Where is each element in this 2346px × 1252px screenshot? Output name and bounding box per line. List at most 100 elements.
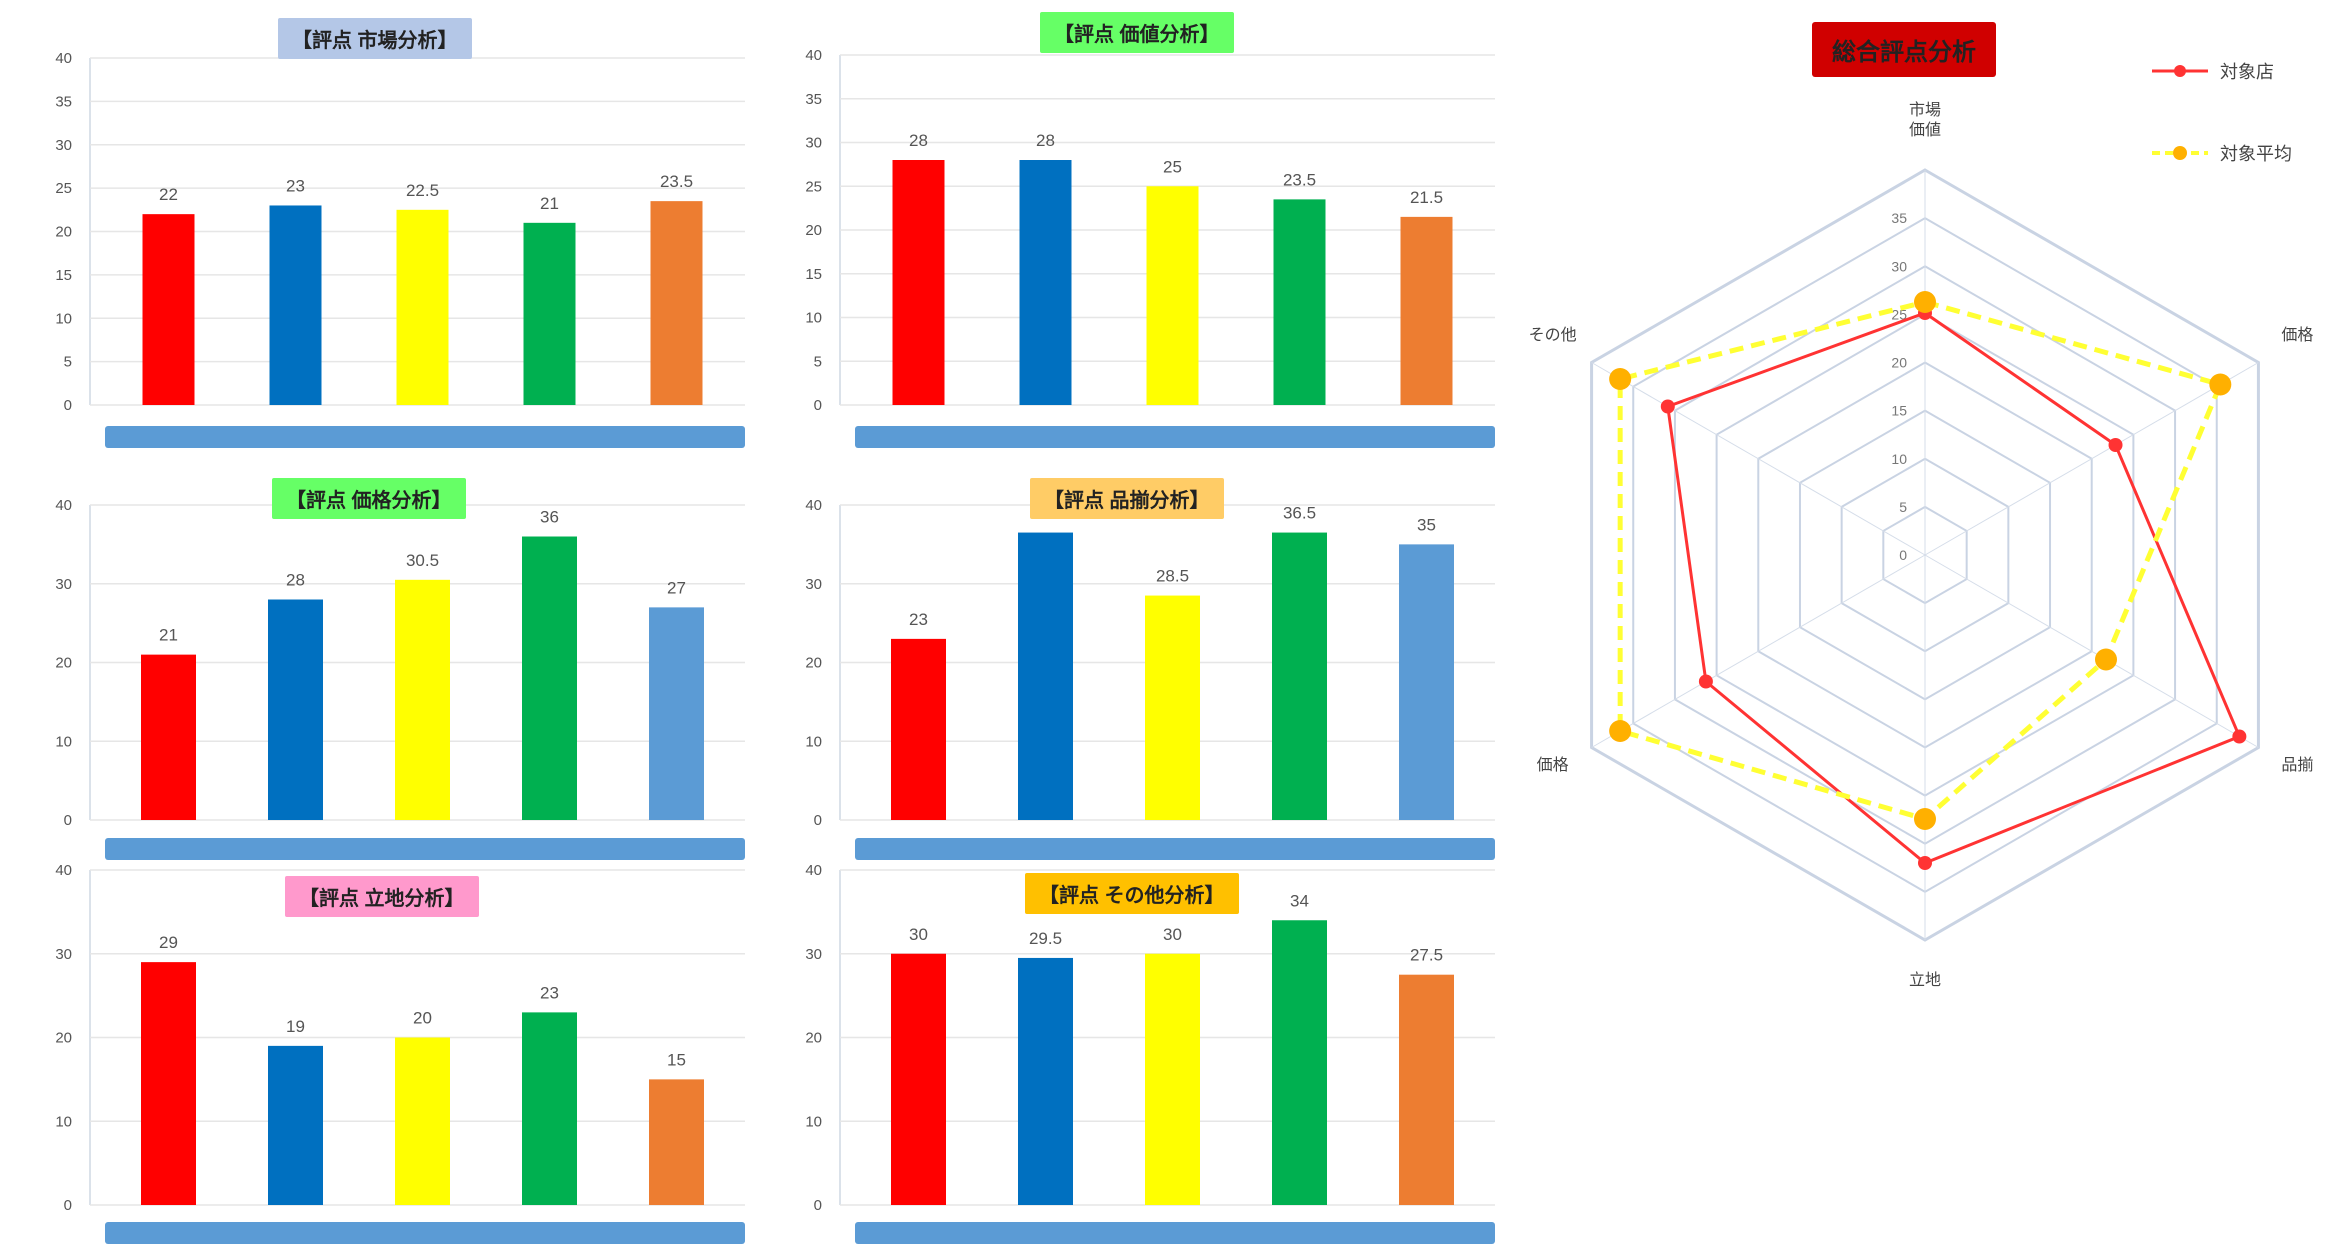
y-tick-label: 40 [55,497,72,514]
y-tick-label: 30 [55,137,72,154]
y-tick-label: 20 [55,655,72,672]
y-tick-label: 40 [55,50,72,67]
radar-series-line [1666,311,2242,865]
data-label: 21.5 [1410,188,1443,207]
bar [395,1037,450,1205]
chart-title-value: 【評点 価値分析】 [1040,12,1234,53]
category-axis-band [855,426,1495,448]
data-label: 20 [413,1009,432,1028]
radar-axis-label: その他 [1529,326,1577,344]
plot-area: 0 10 20 30 40 29 19 20 23 15 [55,862,745,1214]
radar-chart: 0 5 10 15 20 25 30 35 市場価値 価格 品揃 立地 価格 その他 [1520,0,2346,1000]
radar-spoke [1924,554,2259,748]
data-label: 28 [909,131,928,150]
y-tick-label: 15 [55,267,72,284]
radar-axis-label: 価格 [2281,326,2313,344]
chart-title-location: 【評点 立地分析】 [285,876,479,917]
radar-point [1609,368,1632,390]
radar-axis-label: 立地 [1909,971,1941,989]
data-label: 30 [1163,925,1182,944]
data-label: 23 [540,983,559,1002]
data-label: 27 [667,578,686,597]
data-label: 25 [1163,157,1182,176]
y-tick-label: 0 [64,812,72,829]
y-tick-label: 35 [805,91,822,108]
data-label: 22.5 [406,181,439,200]
y-tick-label: 30 [805,135,822,152]
bar [522,536,577,820]
y-tick-label: 20 [805,222,822,239]
y-tick-label: 5 [814,353,822,370]
data-label: 28.5 [1156,567,1189,586]
radar-axis-label: 市場価値 [1909,101,1941,139]
radar-tick-label: 5 [1899,499,1907,515]
data-label: 29.5 [1029,929,1062,948]
radar-point [1914,808,1936,830]
radar-axis-label: 品揃 [2281,756,2313,774]
bar [396,209,449,405]
radar-point [2232,729,2247,744]
radar-spoke [1924,362,2259,556]
bar [1399,974,1454,1205]
y-tick-label: 25 [55,180,72,197]
y-tick-label: 35 [55,93,72,110]
legend-label-series-1: 対象店 [2220,62,2274,82]
y-tick-label: 10 [805,310,822,327]
bar [1145,595,1200,820]
data-label: 21 [159,626,178,645]
bar [395,579,450,820]
data-label: 34 [1290,891,1309,910]
data-label: 30.5 [406,551,439,570]
legend-label-series-2: 対象平均 [2220,144,2292,164]
radar-point [2094,648,2117,671]
data-label: 15 [667,1050,686,1069]
bar [1146,186,1199,405]
bar [1019,160,1072,405]
radar-spoke [1591,554,1926,748]
bar [891,953,946,1205]
data-label: 21 [540,194,559,213]
data-label: 28 [286,571,305,590]
bar [1272,920,1327,1205]
chart-title-market: 【評点 市場分析】 [278,18,472,59]
bar [1145,953,1200,1205]
chart-title-assortment: 【評点 品揃分析】 [1030,478,1224,519]
radar-point [1609,720,1632,742]
y-tick-label: 0 [64,1197,72,1214]
y-tick-label: 25 [805,178,822,195]
y-tick-label: 10 [55,310,72,327]
radar-spoke [1591,362,1926,556]
radar-point [1698,674,1713,689]
bar [649,1079,704,1205]
y-tick-label: 40 [55,862,72,879]
radar-tick-label: 35 [1891,210,1907,226]
y-tick-label: 40 [805,862,822,879]
radar-point [1918,856,1932,870]
radar-tick-label: 30 [1891,258,1907,274]
data-label: 36.5 [1283,504,1316,523]
y-tick-label: 20 [55,1030,72,1047]
data-label: 36 [540,508,559,527]
plot-area: 0 10 20 30 40 30 29.5 30 34 27.5 [805,862,1495,1214]
y-tick-label: 40 [805,47,822,64]
radar-point [1660,399,1675,414]
category-axis-band [105,1222,745,1244]
y-tick-label: 15 [805,266,822,283]
bar [141,654,196,820]
data-label: 28 [1036,131,1055,150]
bar [1018,957,1073,1205]
data-label: 23 [909,610,928,629]
category-axis-band [855,1222,1495,1244]
bar [141,962,196,1205]
y-tick-label: 10 [805,1113,822,1130]
plot-area: 0 5 10 15 20 25 30 35 40 28 28 25 23.5 21.5 [805,47,1495,414]
data-label: 30 [909,925,928,944]
plot-area: 0 10 20 30 40 23 28.5 36.5 35 [805,497,1495,829]
y-tick-label: 30 [805,576,822,593]
y-tick-label: 10 [55,733,72,750]
radar-tick-label: 20 [1891,355,1907,371]
y-tick-label: 30 [805,946,822,963]
bar [268,599,323,820]
data-label: 19 [286,1017,305,1036]
y-tick-label: 10 [805,733,822,750]
